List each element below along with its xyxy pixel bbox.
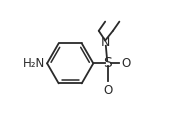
Text: H₂N: H₂N [23,57,45,70]
Text: O: O [121,57,130,70]
Text: O: O [103,84,112,97]
Text: S: S [103,56,112,70]
Text: N: N [100,36,110,49]
